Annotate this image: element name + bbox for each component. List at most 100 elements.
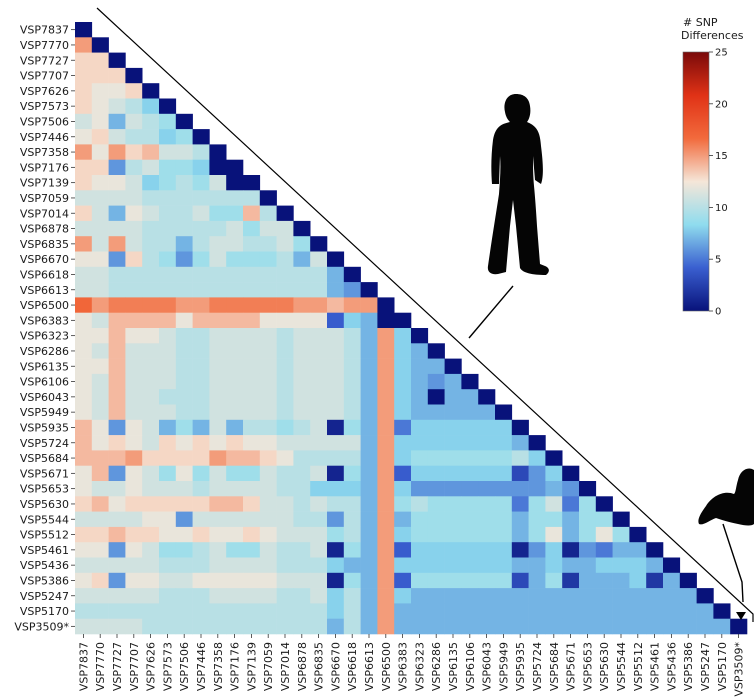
- row-label: VSP5653: [20, 483, 69, 496]
- heatmap-cell-VSP3509*-VSP7573: [159, 618, 177, 635]
- heatmap-cell-VSP5544-VSP6383: [394, 511, 412, 528]
- heatmap-cell-VSP7014-VSP7770: [91, 205, 109, 222]
- row-label: VSP5436: [20, 559, 69, 572]
- heatmap-cell-VSP6670-VSP7837: [75, 251, 93, 268]
- heatmap-cell-VSP6043-VSP7837: [75, 389, 93, 405]
- heatmap-cell-VSP5724-VSP7707: [125, 435, 143, 451]
- heatmap-cell-VSP5170-VSP7446: [192, 603, 210, 619]
- heatmap-cell-VSP5386-VSP6618: [343, 572, 361, 589]
- heatmap-cell-VSP5170-VSP6286: [427, 603, 445, 619]
- heatmap-cell-VSP5461-VSP5671: [562, 542, 580, 558]
- heatmap-cell-VSP6135-VSP7506: [175, 358, 193, 375]
- heatmap-cell-VSP7176-VSP7573: [159, 159, 177, 176]
- heatmap-cell-VSP7358-VSP7707: [125, 144, 143, 160]
- heatmap-cell-VSP5544-VSP7139: [243, 511, 261, 528]
- heatmap-cell-VSP6618-VSP7358: [209, 266, 227, 283]
- heatmap-cell-VSP5935-VSP6613: [360, 419, 378, 436]
- heatmap-cell-VSP5170-VSP6043: [478, 603, 496, 619]
- heatmap-cell-VSP5436-VSP7139: [243, 557, 261, 574]
- heatmap-cell-VSP7573-VSP7626: [142, 98, 160, 115]
- heatmap-cell-VSP5170-VSP5949: [495, 603, 513, 619]
- heatmap-cell-VSP6835-VSP7770: [91, 236, 109, 252]
- row-label: VSP5544: [20, 513, 69, 526]
- heatmap-cell-VSP6500-VSP6500: [377, 297, 395, 313]
- heatmap-cell-VSP5935-VSP7358: [209, 419, 227, 436]
- heatmap-cell-VSP6613-VSP7727: [108, 282, 126, 298]
- heatmap-cell-VSP5461-VSP6135: [444, 542, 462, 558]
- row-label: VSP5949: [20, 406, 69, 419]
- heatmap-cell-VSP5949-VSP6618: [343, 404, 361, 421]
- heatmap-cell-VSP5630-VSP6286: [427, 496, 445, 512]
- heatmap-cell-VSP5724-VSP7139: [243, 435, 261, 451]
- heatmap-cell-VSP7727-VSP7837: [75, 52, 93, 69]
- heatmap-cell-VSP5671-VSP5671: [562, 465, 580, 482]
- heatmap-cell-VSP6286-VSP7139: [243, 343, 261, 359]
- heatmap-cell-VSP7059-VSP7707: [125, 190, 143, 206]
- heatmap-cell-VSP6106-VSP7176: [226, 373, 244, 390]
- row-label: VSP7014: [20, 207, 69, 220]
- heatmap-cell-VSP5653-VSP6135: [444, 481, 462, 497]
- column-label: VSP7506: [178, 642, 191, 691]
- heatmap-cell-VSP3509*-VSP5630: [595, 618, 613, 635]
- heatmap-cell-VSP5247-VSP6043: [478, 588, 496, 604]
- heatmap-cell-VSP6135-VSP7014: [276, 358, 294, 375]
- heatmap-cell-VSP5247-VSP7707: [125, 588, 143, 604]
- heatmap-cell-VSP5247-VSP5724: [528, 588, 546, 604]
- heatmap-cell-VSP5671-VSP7139: [243, 465, 261, 482]
- heatmap-cell-VSP5436-VSP5671: [562, 557, 580, 574]
- heatmap-cell-VSP5386-VSP6286: [427, 572, 445, 589]
- heatmap-cell-VSP5436-VSP6835: [310, 557, 328, 574]
- heatmap-cell-VSP3509*-VSP7837: [75, 618, 93, 635]
- heatmap-cell-VSP6043-VSP7573: [159, 389, 177, 405]
- heatmap-cell-VSP5247-VSP5436: [663, 588, 681, 604]
- heatmap-cell-VSP5170-VSP6383: [394, 603, 412, 619]
- heatmap-cell-VSP5671-VSP5949: [495, 465, 513, 482]
- heatmap-cell-VSP6878-VSP7176: [226, 220, 244, 237]
- heatmap-cell-VSP6043-VSP7626: [142, 389, 160, 405]
- heatmap-cell-VSP5684-VSP6106: [461, 450, 479, 466]
- heatmap-cell-VSP5630-VSP6323: [411, 496, 429, 512]
- heatmap-cell-VSP5653-VSP7707: [125, 481, 143, 497]
- heatmap-cell-VSP7176-VSP7626: [142, 159, 160, 176]
- heatmap-cell-VSP5630-VSP7139: [243, 496, 261, 512]
- heatmap-cell-VSP5170-VSP5512: [629, 603, 647, 619]
- heatmap-cell-VSP5170-VSP7626: [142, 603, 160, 619]
- human-silhouette-icon: [487, 94, 549, 275]
- row-label: VSP5247: [20, 590, 69, 603]
- heatmap-cell-VSP6500-VSP7573: [159, 297, 177, 313]
- heatmap-cell-VSP5949-VSP7837: [75, 404, 93, 421]
- column-label: VSP5684: [548, 642, 561, 691]
- heatmap-cell-VSP5170-VSP6135: [444, 603, 462, 619]
- heatmap-cell-VSP5671-VSP6135: [444, 465, 462, 482]
- heatmap-cell-VSP5170-VSP6613: [360, 603, 378, 619]
- heatmap-cell-VSP6286-VSP6618: [343, 343, 361, 359]
- row-label: VSP5671: [20, 467, 69, 480]
- heatmap-cell-VSP5512-VSP7506: [175, 526, 193, 543]
- column-label: VSP6286: [430, 642, 443, 691]
- heatmap-cell-VSP5461-VSP6613: [360, 542, 378, 558]
- heatmap-cell-VSP6613-VSP6670: [327, 282, 345, 298]
- heatmap-cell-VSP5653-VSP7446: [192, 481, 210, 497]
- heatmap-cell-VSP6383-VSP7014: [276, 312, 294, 329]
- heatmap-cell-VSP6613-VSP7139: [243, 282, 261, 298]
- heatmap-cell-VSP3509*-VSP6613: [360, 618, 378, 635]
- heatmap-cell-VSP6835-VSP7176: [226, 236, 244, 252]
- heatmap-cell-VSP5724-VSP7176: [226, 435, 244, 451]
- heatmap-cell-VSP3509*-VSP5653: [579, 618, 597, 635]
- heatmap-cell-VSP5684-VSP5724: [528, 450, 546, 466]
- heatmap-cell-VSP5386-VSP6135: [444, 572, 462, 589]
- heatmap-cell-VSP6878-VSP7770: [91, 220, 109, 237]
- heatmap-cell-VSP6323-VSP6500: [377, 328, 395, 344]
- heatmap-cell-VSP5436-VSP6043: [478, 557, 496, 574]
- heatmap-cell-VSP6613-VSP7837: [75, 282, 93, 298]
- heatmap-cell-VSP5724-VSP5935: [511, 435, 529, 451]
- heatmap-cell-VSP6135-VSP6835: [310, 358, 328, 375]
- heatmap-cell-VSP6618-VSP6618: [343, 266, 361, 283]
- heatmap-cell-VSP5386-VSP5461: [646, 572, 664, 589]
- heatmap-cell-VSP6670-VSP6835: [310, 251, 328, 268]
- heatmap-cell-VSP7358-VSP7446: [192, 144, 210, 160]
- heatmap-cell-VSP5684-VSP7707: [125, 450, 143, 466]
- heatmap-cell-VSP6286-VSP7176: [226, 343, 244, 359]
- heatmap-cell-VSP5949-VSP7139: [243, 404, 261, 421]
